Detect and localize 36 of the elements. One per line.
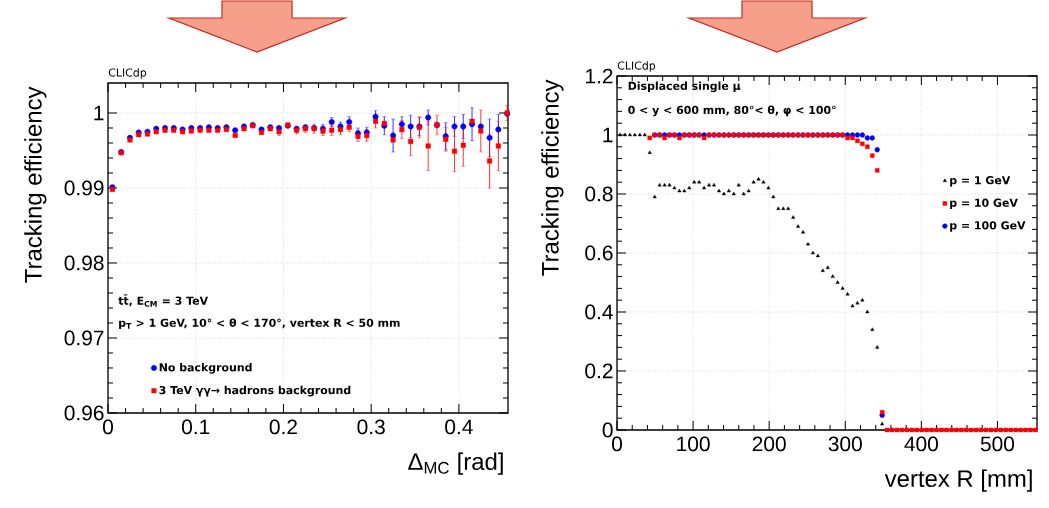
annotation: p$_{T}$ > 1 GeV, 10° < θ < 170°, vertex R < 50 mm [119, 318, 400, 330]
y-tick-label: 1.2 [586, 68, 613, 84]
y-tick-label: 0.98 [64, 255, 104, 271]
y-tick-label: 0.6 [585, 245, 613, 261]
y-axis-title: Tracking efficiency [541, 79, 564, 276]
x-tick-label: 0.3 [357, 419, 385, 435]
text: CLICdp [108, 68, 147, 79]
x-axis-title: vertex R [mm] [884, 469, 1032, 492]
y-tick-label: 0.97 [64, 330, 104, 346]
y-tick-label: 0.8 [585, 186, 613, 202]
x-tick-label: 500 [980, 436, 1015, 452]
y-tick-label: 0.99 [64, 180, 104, 196]
legend-label: p = 100 GeV [950, 221, 1026, 232]
legend-label: p = 10 GeV [950, 198, 1018, 210]
x-tick-label: 0 [612, 436, 623, 452]
x-tick-label: 100 [677, 436, 710, 452]
annotation: Displaced single μ [628, 81, 741, 93]
y-tick-label: 0.4 [585, 304, 613, 320]
y-tick-label: 0.96 [64, 405, 104, 421]
legend-label: p = 1 GeV [950, 176, 1011, 187]
x-tick-label: 400 [904, 436, 938, 452]
x-axis-title: Δ$_{MC}$ [rad] [408, 452, 503, 475]
x-tick-label: 0.4 [445, 419, 473, 435]
y-tick-label: 1 [94, 105, 104, 121]
text: CLICdp [617, 61, 656, 72]
legend-label: 3 TeV γγ→ hadrons background [159, 385, 351, 397]
annotation: tt̄, E$_{CM}$ = 3 TeV [118, 294, 209, 307]
y-axis-title: Tracking efficiency [24, 86, 47, 283]
x-tick-label: 300 [828, 436, 862, 452]
x-tick-label: 0.1 [182, 419, 210, 435]
y-tick-label: 0.2 [585, 363, 613, 379]
x-tick-label: 0.2 [269, 419, 297, 435]
y-tick-label: 1 [603, 127, 613, 143]
x-tick-label: 200 [752, 436, 786, 452]
legend-label: No background [159, 362, 252, 374]
annotation: 0 < y < 600 mm, 80°< θ, φ < 100° [628, 105, 836, 117]
